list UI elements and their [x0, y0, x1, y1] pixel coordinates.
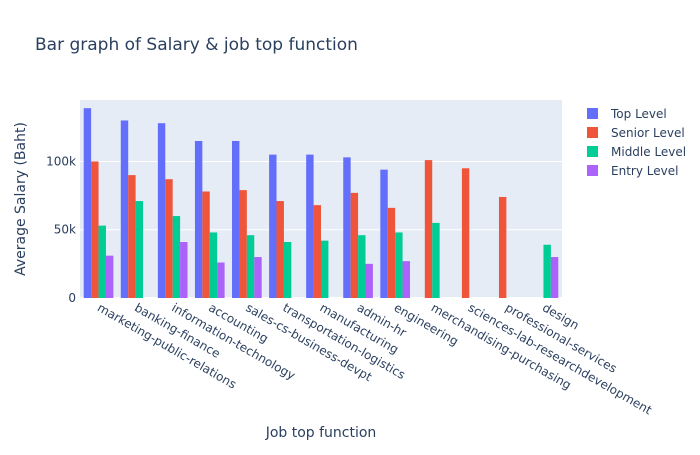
- y-axis-ticks: 0 50k 100k: [46, 154, 76, 305]
- y-tick-label: 100k: [46, 154, 76, 168]
- legend-item[interactable]: Top Level: [587, 107, 667, 121]
- bar-senior-level[interactable]: [128, 175, 136, 298]
- bar-entry-level[interactable]: [550, 257, 559, 298]
- legend-label: Top Level: [610, 107, 667, 121]
- bar-middle-level[interactable]: [172, 216, 181, 298]
- bar-middle-level[interactable]: [98, 225, 106, 298]
- bar-senior-level[interactable]: [313, 205, 321, 298]
- bar-middle-level[interactable]: [246, 235, 255, 298]
- bar-top-level[interactable]: [269, 154, 277, 298]
- bar-senior-level[interactable]: [239, 190, 247, 298]
- legend-item[interactable]: Middle Level: [587, 145, 686, 159]
- bar-top-level[interactable]: [194, 140, 203, 298]
- bar-middle-level[interactable]: [135, 201, 144, 298]
- bar-middle-level[interactable]: [358, 235, 366, 298]
- y-tick-label: 50k: [54, 223, 76, 237]
- bar-top-level[interactable]: [306, 154, 314, 298]
- bar-middle-level[interactable]: [432, 222, 440, 298]
- bar-entry-level[interactable]: [402, 261, 410, 298]
- bar-top-level[interactable]: [343, 157, 351, 298]
- bar-senior-level[interactable]: [350, 192, 359, 298]
- bar-senior-level[interactable]: [276, 201, 284, 298]
- legend[interactable]: Top Level Senior Level Middle Level Entry L…: [587, 107, 686, 178]
- bar-entry-level[interactable]: [365, 263, 373, 298]
- bar-senior-level[interactable]: [165, 179, 173, 298]
- chart-title: Bar graph of Salary & job top function: [35, 35, 358, 55]
- legend-label: Senior Level: [611, 126, 685, 140]
- legend-swatch: [587, 127, 598, 138]
- bar-senior-level[interactable]: [424, 160, 433, 298]
- legend-swatch: [587, 165, 598, 176]
- bar-entry-level[interactable]: [254, 257, 262, 298]
- bar-top-level[interactable]: [83, 108, 92, 298]
- legend-swatch: [587, 108, 598, 119]
- x-axis-title: Job top function: [265, 425, 377, 441]
- legend-label: Middle Level: [611, 145, 686, 159]
- bar-senior-level[interactable]: [498, 196, 507, 298]
- legend-swatch: [587, 146, 598, 157]
- bar-top-level[interactable]: [380, 169, 388, 298]
- bar-senior-level[interactable]: [461, 168, 470, 298]
- bar-entry-level[interactable]: [217, 262, 225, 298]
- legend-item[interactable]: Senior Level: [587, 126, 685, 140]
- legend-item[interactable]: Entry Level: [587, 164, 678, 178]
- bar-middle-level[interactable]: [283, 242, 292, 298]
- bar-senior-level[interactable]: [202, 191, 210, 298]
- bar-middle-level[interactable]: [543, 244, 551, 298]
- bars-group: [83, 108, 559, 298]
- y-tick-label: 0: [68, 291, 76, 305]
- bar-entry-level[interactable]: [105, 255, 114, 298]
- bar-senior-level[interactable]: [387, 207, 396, 298]
- bar-middle-level[interactable]: [321, 240, 329, 298]
- bar-senior-level[interactable]: [91, 161, 99, 298]
- bar-top-level[interactable]: [157, 123, 166, 298]
- bar-middle-level[interactable]: [209, 232, 218, 298]
- bar-top-level[interactable]: [232, 140, 240, 298]
- bar-middle-level[interactable]: [395, 232, 403, 298]
- bar-top-level[interactable]: [120, 120, 129, 298]
- legend-label: Entry Level: [611, 164, 678, 178]
- bar-entry-level[interactable]: [180, 242, 188, 298]
- y-axis-title: Average Salary (Baht): [13, 122, 29, 276]
